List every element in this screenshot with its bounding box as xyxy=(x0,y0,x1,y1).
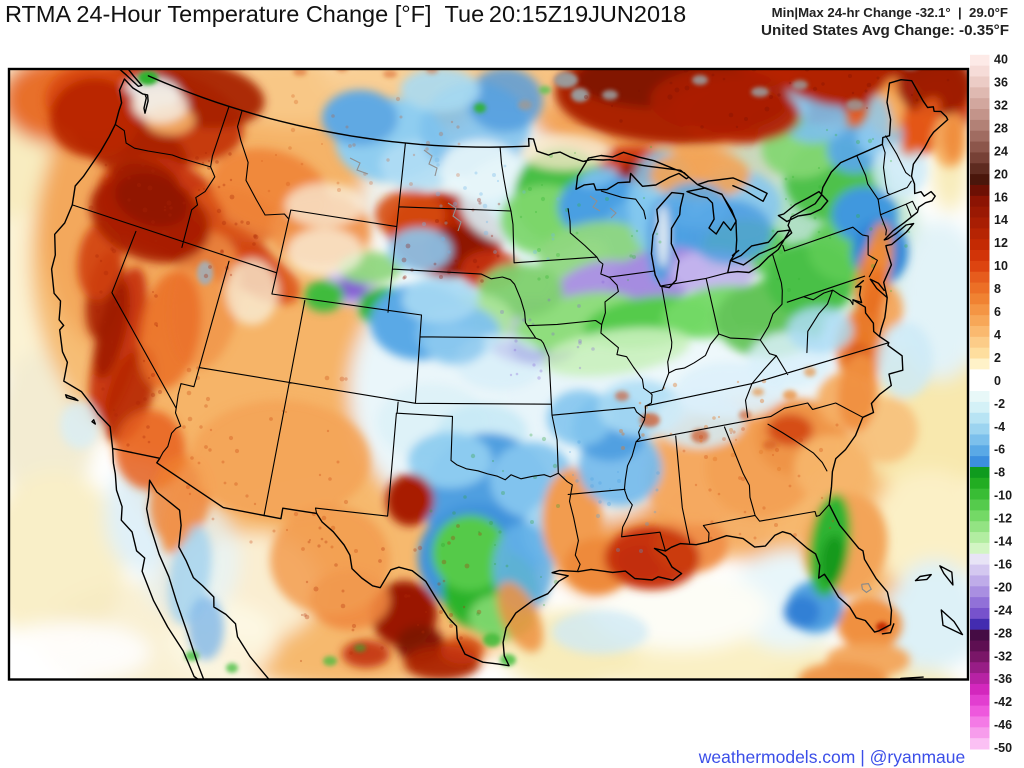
svg-text:RTMA 24-Hour Temperature Chang: RTMA 24-Hour Temperature Change [°F] Tue… xyxy=(5,1,686,27)
svg-text:10: 10 xyxy=(994,259,1008,273)
svg-text:-20: -20 xyxy=(994,581,1012,595)
svg-text:-24: -24 xyxy=(994,603,1012,617)
svg-text:0: 0 xyxy=(994,374,1001,388)
svg-text:United States Avg Change: -0.3: United States Avg Change: -0.35°F xyxy=(761,22,1009,39)
svg-text:24: 24 xyxy=(994,144,1008,158)
svg-text:4: 4 xyxy=(994,328,1001,342)
svg-text:6: 6 xyxy=(994,305,1001,319)
svg-text:-50: -50 xyxy=(994,741,1012,755)
svg-text:8: 8 xyxy=(994,282,1001,296)
svg-text:28: 28 xyxy=(994,121,1008,135)
svg-text:-2: -2 xyxy=(994,397,1005,411)
svg-text:-4: -4 xyxy=(994,420,1005,434)
svg-text:-8: -8 xyxy=(994,466,1005,480)
svg-text:-28: -28 xyxy=(994,626,1012,640)
svg-text:20: 20 xyxy=(994,167,1008,181)
svg-text:-12: -12 xyxy=(994,512,1012,526)
svg-text:2: 2 xyxy=(994,351,1001,365)
svg-text:-16: -16 xyxy=(994,558,1012,572)
svg-text:36: 36 xyxy=(994,76,1008,90)
svg-text:-6: -6 xyxy=(994,443,1005,457)
svg-text:16: 16 xyxy=(994,190,1008,204)
svg-text:32: 32 xyxy=(994,99,1008,113)
svg-text:-36: -36 xyxy=(994,672,1012,686)
svg-text:weathermodels.com | @ryanmaue: weathermodels.com | @ryanmaue xyxy=(698,747,965,767)
svg-text:-42: -42 xyxy=(994,695,1012,709)
svg-text:-32: -32 xyxy=(994,649,1012,663)
svg-text:Min|Max 24-hr Change -32.1° |: Min|Max 24-hr Change -32.1° | 29.0°F xyxy=(772,5,1008,20)
svg-text:-14: -14 xyxy=(994,535,1012,549)
svg-text:40: 40 xyxy=(994,53,1008,67)
svg-text:-46: -46 xyxy=(994,718,1012,732)
svg-text:14: 14 xyxy=(994,213,1008,227)
svg-text:-10: -10 xyxy=(994,489,1012,503)
svg-text:12: 12 xyxy=(994,236,1008,250)
